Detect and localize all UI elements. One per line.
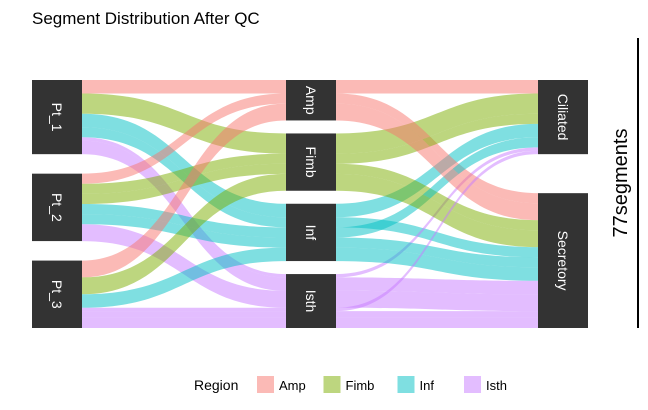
flow-pt-3-isth-secretory-seg2 (336, 317, 538, 328)
legend-label-fimb: Fimb (346, 378, 375, 393)
flow-pt-2-inf-secretory-seg2 (336, 237, 538, 268)
flow-pt-1-isth-secretory-seg2 (336, 277, 538, 295)
node-label-ciliated: Ciliated (555, 94, 571, 141)
node-secretory (538, 193, 588, 328)
flow-pt-3-isth-secretory-seg2 (336, 311, 538, 318)
flow-pt-3-isth-secretory-seg1 (82, 317, 286, 328)
legend-swatch-amp (257, 376, 274, 393)
legend-label-inf: Inf (420, 378, 435, 393)
node-group: Pt_1 Pt_2 Pt_3 Amp Fimb Inf Isth Ciliated Secret… (32, 80, 588, 328)
flow-pt-3-isth-ciliated-seg1 (82, 307, 286, 312)
scale-bar-label: 77segments (610, 129, 632, 238)
flow-pt-3-fimb-secretory-seg1 (82, 173, 286, 295)
legend-swatch-inf (397, 376, 415, 393)
flow-pt-1-fimb-ciliated-seg2 (336, 93, 538, 154)
legend-swatch-fimb (323, 376, 341, 393)
node-label-amp: Amp (303, 86, 319, 115)
chart-title: Segment Distribution After QC (32, 9, 260, 28)
node-pt-3 (32, 260, 82, 328)
flow-pt-2-amp-secretory-seg1 (82, 93, 286, 184)
flow-pt-1-isth-ciliated-seg1 (82, 137, 286, 278)
node-ciliated (538, 80, 588, 155)
flow-pt-2-fimb-secretory-seg2 (336, 163, 538, 231)
node-label-inf: Inf (303, 225, 319, 241)
flow-pt-2-fimb-ciliated-seg1 (82, 153, 286, 194)
flow-pt-2-inf-ciliated-seg1 (82, 204, 286, 238)
legend-swatch-isth (464, 376, 481, 393)
node-label-pt-1: Pt_1 (49, 103, 65, 132)
flow-pt-1-amp-ciliated-seg1 (82, 80, 286, 94)
node-pt-1 (32, 80, 82, 155)
scale-bar: 77segments (610, 38, 639, 328)
node-isth (286, 274, 336, 328)
flow-group (82, 80, 538, 328)
flow-pt-2-isth-secretory-seg2 (336, 290, 538, 312)
flow-pt-2-inf-ciliated-seg2 (336, 137, 538, 238)
flow-pt-3-isth-ciliated-seg2 (336, 150, 538, 312)
node-pt-2 (32, 173, 82, 242)
flow-pt-3-fimb-secretory-seg2 (336, 173, 538, 248)
node-label-pt-2: Pt_2 (49, 193, 65, 222)
node-fimb (286, 133, 336, 191)
flow-pt-3-amp-secretory-seg1 (82, 103, 286, 278)
node-inf (286, 203, 336, 262)
node-label-isth: Isth (303, 290, 319, 313)
flow-pt-1-fimb-ciliated-seg1 (82, 93, 286, 154)
flow-pt-3-isth-secretory-seg1 (82, 311, 286, 318)
flow-pt-1-amp-ciliated-seg2 (336, 80, 538, 94)
legend-label-isth: Isth (486, 378, 507, 393)
flow-pt-1-inf-ciliated-seg1 (82, 113, 286, 218)
flow-pt-2-amp-secretory-seg2 (336, 93, 538, 204)
flow-pt-2-fimb-ciliated-seg2 (336, 113, 538, 164)
legend: Region Amp Fimb Inf Isth (194, 376, 507, 393)
node-label-fimb: Fimb (303, 147, 319, 178)
node-label-secretory: Secretory (555, 231, 571, 291)
flow-pt-1-inf-ciliated-seg2 (336, 123, 538, 218)
flow-pt-3-amp-secretory-seg2 (336, 103, 538, 221)
node-label-pt-3: Pt_3 (49, 280, 65, 309)
node-amp (286, 80, 336, 121)
flow-pt-3-inf-secretory-seg1 (82, 247, 286, 308)
legend-title: Region (194, 377, 238, 393)
flow-pt-3-inf-secretory-seg2 (336, 247, 538, 281)
legend-label-amp: Amp (279, 378, 306, 393)
